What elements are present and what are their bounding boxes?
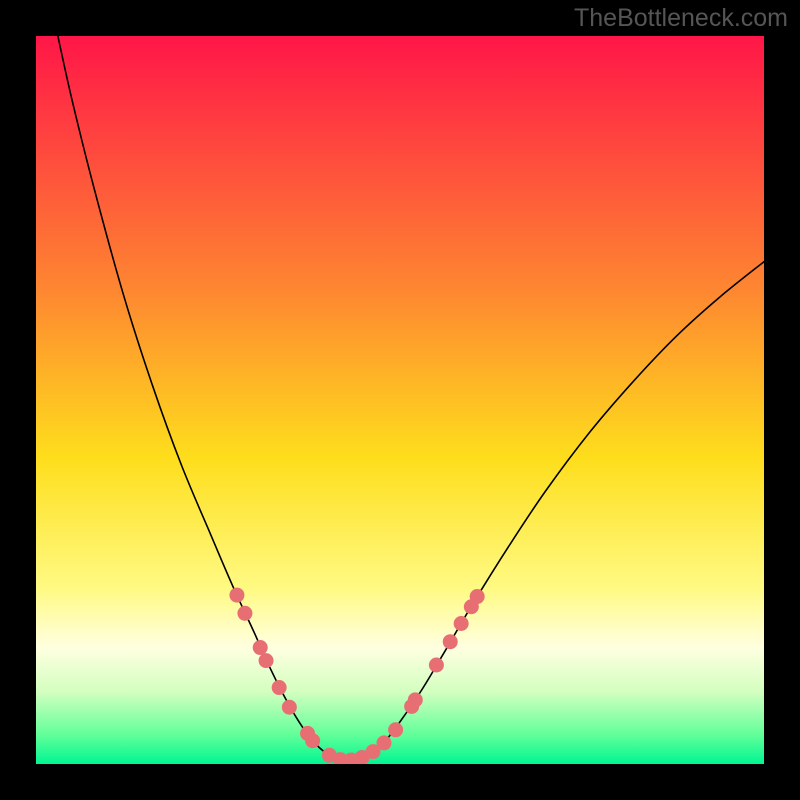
data-marker (305, 733, 320, 748)
data-marker (253, 640, 268, 655)
data-marker (376, 735, 391, 750)
data-marker (443, 634, 458, 649)
data-marker (237, 606, 252, 621)
data-marker (408, 692, 423, 707)
data-marker (259, 653, 274, 668)
stage: TheBottleneck.com (0, 0, 800, 800)
data-marker (388, 722, 403, 737)
data-marker (272, 680, 287, 695)
data-marker (429, 657, 444, 672)
data-marker (454, 616, 469, 631)
watermark-text: TheBottleneck.com (574, 4, 788, 33)
plot-background (36, 36, 764, 764)
data-marker (282, 700, 297, 715)
plot-svg (36, 36, 764, 764)
plot-area (36, 36, 764, 764)
data-marker (470, 589, 485, 604)
data-marker (229, 588, 244, 603)
